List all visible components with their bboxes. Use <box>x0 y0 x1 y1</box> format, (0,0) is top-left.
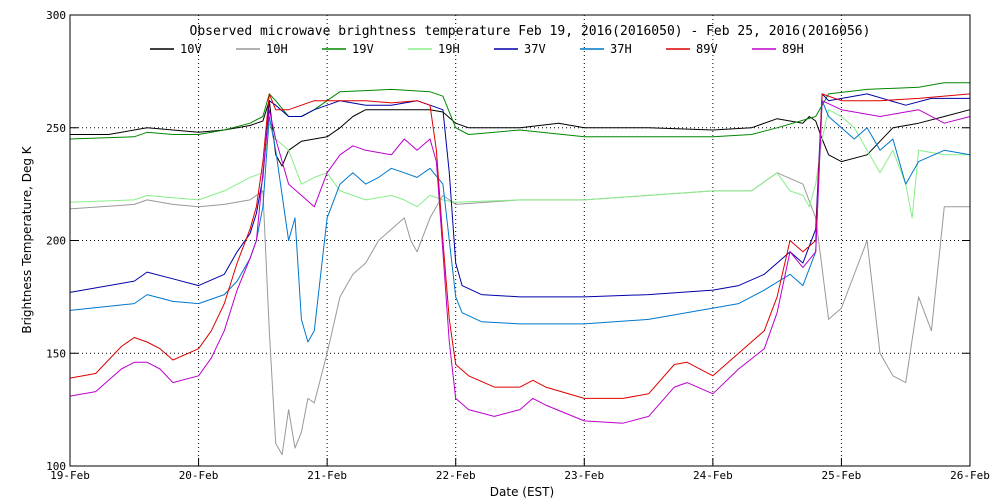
axis-ticks: 19-Feb 20-Feb 21-Feb 22-Feb 23-Feb 24-Feb 25-F… <box>46 9 990 482</box>
series-line-19h <box>69 109 970 219</box>
x-tick-label: 24-Feb <box>693 469 733 482</box>
legend-label-37h: 37H <box>610 42 632 56</box>
legend-label-37v: 37V <box>524 42 546 56</box>
legend-label-19v: 19V <box>352 42 374 56</box>
series-line-89v <box>69 93 971 399</box>
series-line-10v <box>70 100 971 167</box>
legend-label-19h: 19H <box>438 42 460 56</box>
legend-label-89h: 89H <box>782 42 804 56</box>
series-lines <box>69 82 971 456</box>
series-line-37h <box>69 100 971 343</box>
y-tick-label: 150 <box>46 347 66 360</box>
x-tick-label: 19-Feb <box>50 469 90 482</box>
series-line-10h <box>69 172 970 456</box>
series-line-19v <box>69 82 970 140</box>
legend-label-10v: 10V <box>180 42 202 56</box>
legend-label-89v: 89V <box>696 42 718 56</box>
series-line-37v <box>69 93 970 298</box>
x-tick-label: 20-Feb <box>179 469 219 482</box>
legend-label-10h: 10H <box>266 42 288 56</box>
chart-title: Observed microwave brightness temperatur… <box>190 24 871 39</box>
x-tick-label: 26-Feb <box>950 469 990 482</box>
x-axis-label: Date (EST) <box>490 485 554 499</box>
x-tick-label: 23-Feb <box>564 469 604 482</box>
x-tick-label: 21-Feb <box>307 469 347 482</box>
x-tick-label: 22-Feb <box>436 469 476 482</box>
x-tick-label: 25-Feb <box>822 469 862 482</box>
y-tick-label: 250 <box>46 122 66 135</box>
series-line-89h <box>69 100 971 424</box>
y-axis-label: Brightness Temperature, Deg K <box>20 145 34 333</box>
legend: 10V 10H 19V 19H 37V 37H 89V 89H <box>150 42 804 56</box>
grid <box>70 15 970 466</box>
y-tick-label: 100 <box>46 460 66 473</box>
y-tick-label: 300 <box>46 9 66 22</box>
y-tick-label: 200 <box>46 235 66 248</box>
